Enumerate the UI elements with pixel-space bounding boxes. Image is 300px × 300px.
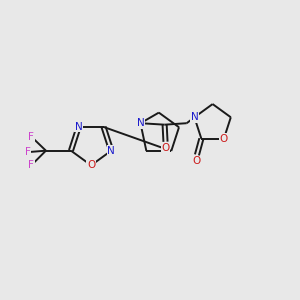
Text: F: F xyxy=(25,147,31,157)
Text: N: N xyxy=(75,122,83,132)
Text: N: N xyxy=(190,112,198,122)
Text: O: O xyxy=(193,156,201,167)
Text: N: N xyxy=(136,118,144,128)
Text: F: F xyxy=(28,131,34,142)
Text: O: O xyxy=(220,134,228,144)
Text: O: O xyxy=(87,160,95,170)
Text: O: O xyxy=(161,142,169,153)
Text: N: N xyxy=(107,146,115,156)
Text: F: F xyxy=(28,160,34,170)
